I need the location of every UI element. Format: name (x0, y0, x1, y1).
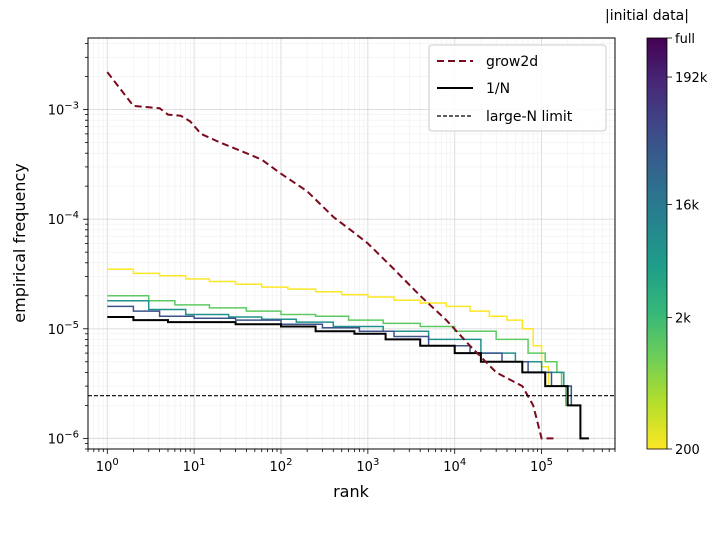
x-tick-label: 102 (270, 457, 293, 475)
x-axis-ticks: 100 101 102 103 104 105 (87, 449, 616, 475)
y-tick-label: 10−4 (48, 210, 79, 228)
legend-box (428, 44, 607, 132)
legend-label-grow2d: grow2d (486, 54, 538, 70)
x-tick-label: 101 (183, 457, 206, 475)
colorbar-title: |initial data| (605, 8, 689, 24)
x-tick-label: 103 (356, 457, 379, 475)
x-axis-label: rank (333, 482, 370, 501)
y-axis-ticks: 10−6 10−5 10−4 10−3 (48, 43, 88, 450)
colorbar-tick-label: 16k (675, 198, 700, 213)
colorbar-tick-label: 192k (675, 71, 708, 86)
series-line-4 (107, 316, 589, 440)
x-tick-label: 104 (443, 457, 466, 475)
series-line-0 (107, 268, 552, 387)
legend-label-1-over-n: 1/N (486, 81, 510, 97)
colorbar-labels: full 192k 16k 2k 200 (667, 32, 708, 458)
x-tick-label: 100 (96, 457, 119, 475)
legend-label-large-n-limit: large-N limit (486, 109, 573, 125)
series-line-1 (107, 295, 570, 407)
legend: grow2d 1/N large-N limit (428, 44, 607, 132)
y-tick-label: 10−3 (48, 101, 79, 119)
y-tick-label: 10−5 (48, 320, 79, 338)
colorbar-tick-label: 200 (675, 443, 700, 458)
colorbar-gradient (646, 37, 668, 450)
colorbar: |initial data| full 192k 16k 2k 200 (605, 8, 708, 458)
y-tick-label: 10−6 (48, 429, 79, 447)
series-line-2 (107, 300, 578, 407)
series-line-3 (107, 305, 589, 440)
colorbar-tick-label: 2k (675, 311, 691, 326)
colorbar-tick-label: full (675, 32, 695, 47)
x-tick-label: 105 (530, 457, 553, 475)
series-layer (88, 71, 615, 440)
y-axis-label: empirical frequency (10, 163, 29, 322)
series-line-5 (106, 71, 555, 440)
